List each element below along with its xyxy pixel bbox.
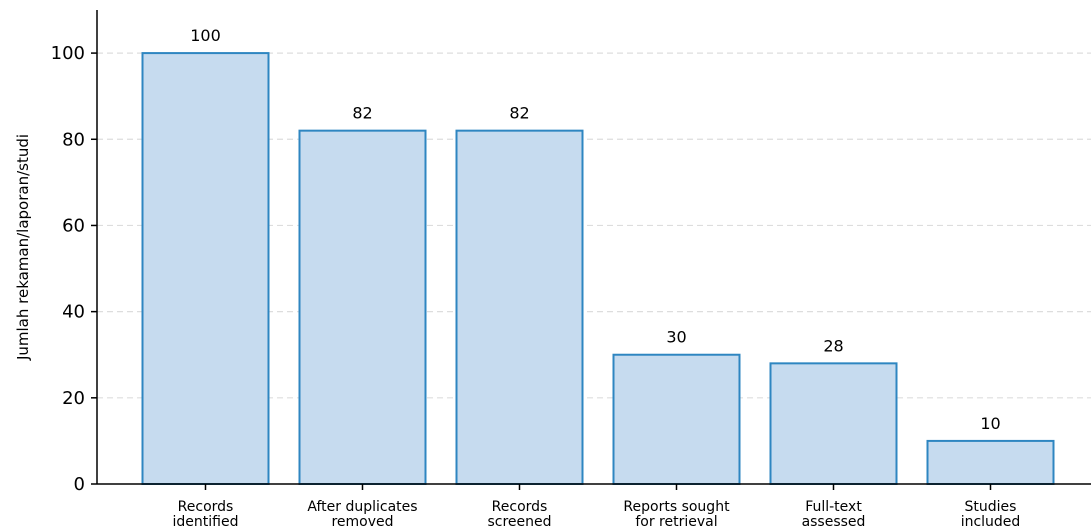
y-axis-title: Jumlah rekaman/laporan/studi <box>14 134 32 361</box>
bar <box>769 362 898 486</box>
bar <box>455 129 584 485</box>
x-category-label: Records identified <box>173 499 239 528</box>
bars <box>141 52 1055 486</box>
x-category-label: Records screened <box>487 499 551 528</box>
y-tick-label: 40 <box>62 302 85 323</box>
bar <box>612 353 741 485</box>
x-category-labels: Records identified After duplicates removed… <box>173 484 1021 528</box>
axes <box>96 10 1091 485</box>
data-labels: 100 82 82 30 28 10 <box>190 26 1000 433</box>
y-tick-label: 20 <box>62 388 85 409</box>
bar <box>141 52 270 485</box>
data-label: 28 <box>823 336 843 355</box>
data-label: 82 <box>509 104 529 123</box>
y-tick-label: 0 <box>74 474 85 495</box>
bar <box>298 129 427 485</box>
data-label: 30 <box>666 328 686 347</box>
data-label: 100 <box>190 26 221 45</box>
data-label: 82 <box>352 104 372 123</box>
y-tick-label: 100 <box>51 43 85 64</box>
y-tick-label: 60 <box>62 215 85 236</box>
y-tick-label: 80 <box>62 129 85 150</box>
y-ticks: 0 20 40 60 80 100 <box>51 43 97 495</box>
x-category-label: Full-text assessed <box>802 499 866 528</box>
x-category-label: After duplicates removed <box>307 499 417 528</box>
data-label: 10 <box>980 414 1000 433</box>
x-category-label: Studies included <box>961 499 1021 528</box>
bar <box>926 439 1055 485</box>
x-category-label: Reports sought for retrieval <box>623 499 730 528</box>
